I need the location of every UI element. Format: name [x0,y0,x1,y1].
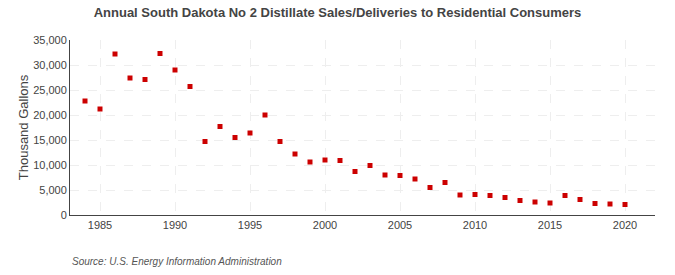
svg-text:2000: 2000 [313,219,337,231]
svg-text:1985: 1985 [88,219,112,231]
svg-text:2020: 2020 [613,219,637,231]
svg-text:25,000: 25,000 [33,84,67,96]
svg-text:10,000: 10,000 [33,159,67,171]
svg-text:2015: 2015 [538,219,562,231]
svg-text:2010: 2010 [463,219,487,231]
svg-text:20,000: 20,000 [33,109,67,121]
svg-text:1995: 1995 [238,219,262,231]
svg-text:0: 0 [61,209,67,221]
svg-text:30,000: 30,000 [33,59,67,71]
svg-text:1990: 1990 [163,219,187,231]
svg-text:15,000: 15,000 [33,134,67,146]
svg-text:5,000: 5,000 [39,184,67,196]
svg-text:35,000: 35,000 [33,34,67,46]
svg-text:Annual South Dakota No 2 Disti: Annual South Dakota No 2 Distillate Sale… [94,5,582,20]
svg-text:2005: 2005 [388,219,412,231]
svg-text:Source: U.S. Energy Informatio: Source: U.S. Energy Information Administ… [72,256,282,267]
svg-text:Thousand Gallons: Thousand Gallons [16,74,31,180]
